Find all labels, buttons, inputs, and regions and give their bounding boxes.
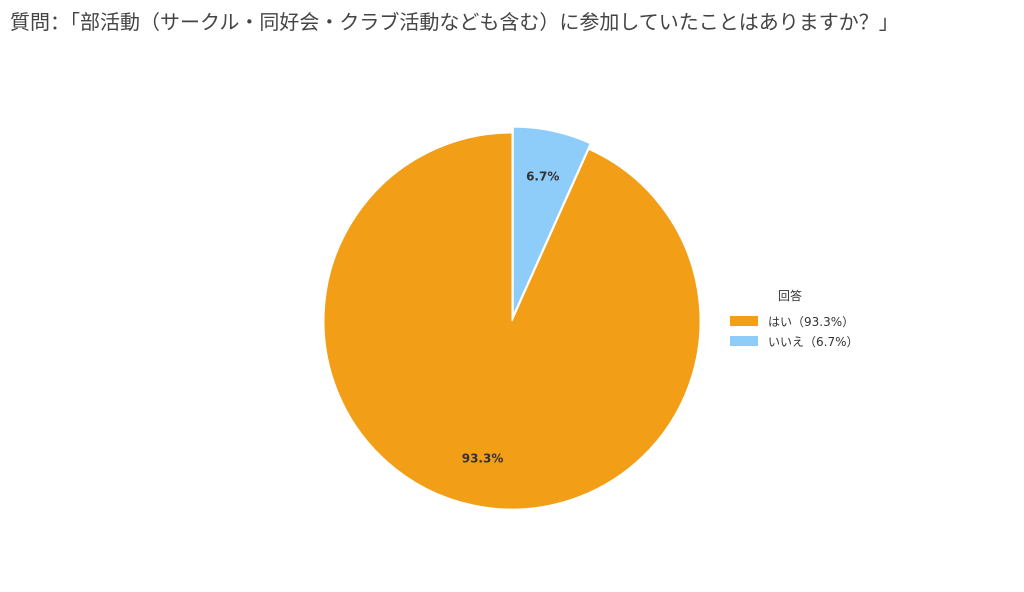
legend-title: 回答 (777, 289, 802, 303)
legend-swatch (730, 336, 758, 346)
legend-label: はい（93.3%） (768, 314, 855, 329)
legend-item: いいえ（6.7%） (730, 331, 860, 351)
slice-value-label: 93.3% (462, 451, 504, 465)
legend-swatch (730, 316, 758, 326)
pie-slice-hai (323, 132, 701, 510)
chart-title: 質問：「部活動（サークル・同好会・クラブ活動なども含む）に参加していたことはあり… (10, 10, 899, 34)
slice-value-label: 6.7% (526, 170, 559, 184)
legend-items: はい（93.3%） いいえ（6.7%） (730, 311, 860, 351)
legend: 回答 はい（93.3%） いいえ（6.7%） (730, 287, 860, 351)
legend-label: いいえ（6.7%） (768, 334, 859, 349)
pie-slice-iie (512, 126, 591, 316)
legend-item: はい（93.3%） (730, 311, 860, 331)
